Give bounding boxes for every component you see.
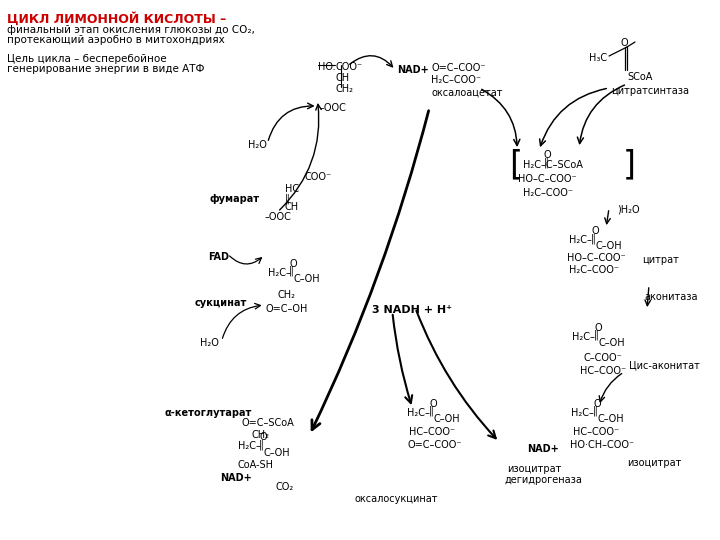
Text: H₂C–: H₂C– — [571, 408, 594, 418]
Text: HC–COO⁻: HC–COO⁻ — [580, 366, 626, 376]
Text: O=C–COO⁻: O=C–COO⁻ — [408, 440, 462, 450]
Text: C–OH: C–OH — [433, 414, 460, 424]
Text: ЦИКЛ ЛИМОННОЙ КИСЛОТЫ –: ЦИКЛ ЛИМОННОЙ КИСЛОТЫ – — [7, 12, 226, 26]
Text: O: O — [594, 323, 602, 333]
Text: аконитаза: аконитаза — [644, 292, 698, 302]
Text: COO⁻: COO⁻ — [305, 172, 332, 182]
Text: NAD+: NAD+ — [397, 65, 429, 75]
Text: финальный этап окисления глюкозы до СО₂,: финальный этап окисления глюкозы до СО₂, — [7, 25, 255, 35]
Text: –OOC: –OOC — [264, 212, 292, 222]
Text: ‖: ‖ — [593, 406, 598, 416]
Text: сукцинат: сукцинат — [194, 298, 247, 308]
Text: H₂C–COO⁻: H₂C–COO⁻ — [569, 265, 619, 275]
Text: ‖: ‖ — [284, 194, 289, 205]
Text: CoA-SH: CoA-SH — [238, 460, 274, 470]
Text: H₂C–: H₂C– — [238, 441, 261, 451]
Text: HO–C–COO⁻: HO–C–COO⁻ — [567, 253, 626, 263]
Text: H₂C–C–SCoA: H₂C–C–SCoA — [523, 160, 583, 170]
Text: HC–COO⁻: HC–COO⁻ — [573, 427, 619, 437]
Text: HC: HC — [284, 184, 299, 194]
Text: H₂O: H₂O — [199, 338, 219, 348]
Text: α-кетоглутарат: α-кетоглутарат — [165, 408, 252, 418]
Text: C–OH: C–OH — [595, 241, 621, 251]
Text: )H₂O: )H₂O — [617, 205, 639, 215]
Text: C–COO⁻: C–COO⁻ — [583, 353, 622, 363]
Text: фумарат: фумарат — [210, 194, 260, 204]
Text: NAD+: NAD+ — [527, 444, 559, 454]
Text: HO·CH–COO⁻: HO·CH–COO⁻ — [570, 440, 634, 450]
Text: O=C–OH: O=C–OH — [266, 304, 308, 314]
Text: HO–C–COO⁻: HO–C–COO⁻ — [518, 174, 577, 184]
Text: C–OH: C–OH — [598, 338, 625, 348]
Text: цитрат: цитрат — [642, 255, 679, 265]
Text: Цис-аконитат: Цис-аконитат — [629, 360, 700, 370]
Text: ‖: ‖ — [590, 233, 595, 244]
Text: изоцитрат: изоцитрат — [507, 464, 562, 474]
Text: O: O — [260, 432, 267, 442]
Text: COO⁻: COO⁻ — [336, 62, 363, 72]
Text: C–OH: C–OH — [597, 414, 624, 424]
Text: [: [ — [509, 148, 522, 181]
Text: ‖: ‖ — [289, 266, 294, 276]
Text: изоцитрат: изоцитрат — [627, 458, 681, 468]
Text: O: O — [430, 399, 437, 409]
Text: NAD+: NAD+ — [220, 473, 251, 483]
Text: Цель цикла – бесперебойное: Цель цикла – бесперебойное — [7, 54, 166, 64]
Text: –OOC: –OOC — [320, 103, 346, 113]
Text: ‖: ‖ — [593, 330, 598, 341]
Text: SCoA: SCoA — [627, 72, 652, 82]
Text: ‖: ‖ — [259, 440, 264, 450]
Text: H₂C–: H₂C– — [572, 332, 595, 342]
Text: O: O — [289, 259, 297, 269]
Text: CO₂: CO₂ — [276, 482, 294, 492]
Text: HO.: HO. — [318, 62, 335, 72]
Text: генерирование энергии в виде АТФ: генерирование энергии в виде АТФ — [7, 64, 204, 74]
Text: H₂O: H₂O — [248, 140, 266, 150]
Text: протекающий аэробно в митохондриях: протекающий аэробно в митохондриях — [7, 35, 225, 45]
Text: 3 NADH + H⁺: 3 NADH + H⁺ — [372, 305, 452, 315]
Text: H₂C–COO⁻: H₂C–COO⁻ — [431, 75, 482, 85]
Text: CH₂: CH₂ — [278, 290, 296, 300]
Text: H₂C–: H₂C– — [408, 408, 431, 418]
Text: CH: CH — [336, 73, 350, 83]
Text: H₂C–: H₂C– — [268, 268, 290, 278]
Text: H₃C: H₃C — [589, 53, 607, 63]
Text: H₂C–COO⁻: H₂C–COO⁻ — [523, 188, 573, 198]
Text: оксалосукцинат: оксалосукцинат — [354, 494, 438, 504]
Text: HC–COO⁻: HC–COO⁻ — [410, 427, 456, 437]
Text: FAD: FAD — [207, 252, 229, 262]
Text: O: O — [544, 150, 551, 160]
Text: O=C–SCoA: O=C–SCoA — [242, 418, 294, 428]
Text: C–OH: C–OH — [264, 448, 290, 458]
Text: H₂C–: H₂C– — [569, 235, 592, 245]
Text: O: O — [620, 38, 628, 48]
Text: CH₂: CH₂ — [251, 430, 269, 440]
Text: дегидрогеназа: дегидрогеназа — [504, 475, 582, 485]
Text: ‖: ‖ — [544, 157, 549, 167]
Text: O: O — [593, 399, 601, 409]
Text: O=C–COO⁻: O=C–COO⁻ — [431, 63, 486, 73]
Text: ‖: ‖ — [429, 406, 433, 416]
Text: цитратсинтаза: цитратсинтаза — [611, 86, 689, 96]
Text: CH: CH — [284, 202, 299, 212]
Text: C–OH: C–OH — [294, 274, 320, 284]
Text: ]: ] — [623, 148, 636, 181]
Text: CH₂: CH₂ — [336, 84, 354, 94]
Text: оксалоацетат: оксалоацетат — [431, 88, 503, 98]
Text: O: O — [591, 226, 599, 236]
